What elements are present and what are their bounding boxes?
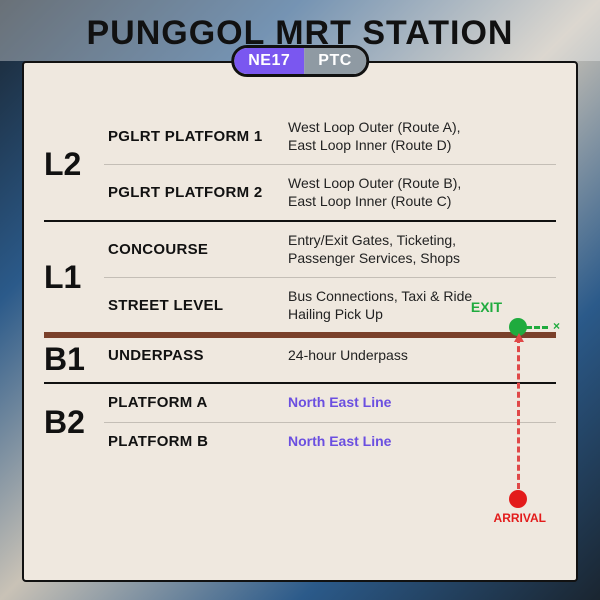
level-code: L2 — [44, 109, 104, 220]
level-rows: UNDERPASS 24-hour Underpass — [104, 337, 556, 382]
station-card: NE17 PTC L2PGLRT PLATFORM 1West Loop Out… — [22, 61, 578, 582]
area-desc: West Loop Outer (Route A), East Loop Inn… — [288, 119, 556, 154]
arrival-node-icon — [509, 490, 527, 508]
level-l1: L1CONCOURSE Entry/Exit Gates, Ticketing, … — [44, 220, 556, 333]
area-name: PLATFORM A — [108, 394, 276, 412]
area-name: CONCOURSE — [108, 241, 276, 259]
levels-table: L2PGLRT PLATFORM 1 West Loop Outer (Route… — [44, 109, 556, 461]
level-b1: B1UNDERPASS 24-hour Underpass — [44, 337, 556, 382]
level-rows: CONCOURSE Entry/Exit Gates, Ticketing, Pa… — [104, 222, 556, 333]
level-code: B2 — [44, 384, 104, 461]
area-name: UNDERPASS — [108, 347, 276, 365]
area-name: PGLRT PLATFORM 2 — [108, 184, 276, 202]
table-row: PGLRT PLATFORM 1 West Loop Outer (Route A… — [104, 109, 556, 164]
area-desc: North East Line — [288, 433, 556, 451]
level-b2: B2PLATFORM A North East Line PLATFORM B Nor… — [44, 382, 556, 461]
table-row: CONCOURSE Entry/Exit Gates, Ticketing, Pa… — [104, 222, 556, 277]
area-desc: Entry/Exit Gates, Ticketing, Passenger S… — [288, 232, 556, 267]
area-desc: Bus Connections, Taxi & Ride Hailing Pic… — [288, 288, 556, 323]
area-name: PLATFORM B — [108, 433, 276, 451]
area-name: STREET LEVEL — [108, 297, 276, 315]
area-desc: 24-hour Underpass — [288, 347, 556, 365]
table-row: PLATFORM A North East Line — [104, 384, 556, 422]
area-name: PGLRT PLATFORM 1 — [108, 128, 276, 146]
level-rows: PLATFORM A North East Line PLATFORM B North… — [104, 384, 556, 461]
table-row: PGLRT PLATFORM 2 West Loop Outer (Route B… — [104, 164, 556, 220]
arrival-label: ARRIVAL — [494, 511, 546, 525]
table-row: STREET LEVEL Bus Connections, Taxi & Ride… — [104, 277, 556, 333]
area-desc: North East Line — [288, 394, 556, 412]
line-badges: NE17 PTC — [231, 45, 369, 77]
level-code: L1 — [44, 222, 104, 333]
badge-ne17: NE17 — [234, 48, 304, 74]
area-desc: West Loop Outer (Route B), East Loop Inn… — [288, 175, 556, 210]
level-rows: PGLRT PLATFORM 1 West Loop Outer (Route A… — [104, 109, 556, 220]
table-row: PLATFORM B North East Line — [104, 422, 556, 461]
table-row: UNDERPASS 24-hour Underpass — [104, 337, 556, 375]
level-code: B1 — [44, 337, 104, 382]
badge-ptc: PTC — [304, 48, 366, 74]
level-l2: L2PGLRT PLATFORM 1 West Loop Outer (Route… — [44, 109, 556, 220]
